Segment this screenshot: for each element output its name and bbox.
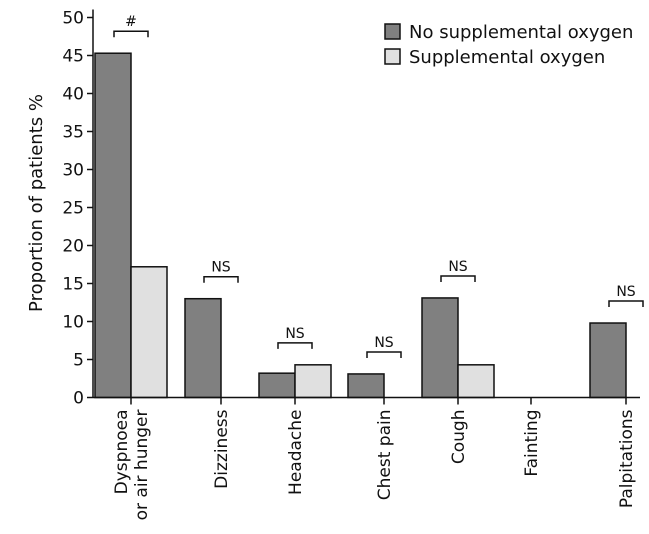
legend-label: Supplemental oxygen [409, 47, 605, 68]
bar-no-oxygen-4 [421, 297, 459, 399]
x-tick-label: or air hunger [132, 409, 152, 520]
bar-oxygen-4 [457, 364, 495, 399]
bar-oxygen-0 [130, 266, 168, 399]
x-tick-label: Dyspnoea [112, 410, 132, 495]
bar-oxygen-2 [294, 364, 332, 399]
y-tick-label: 15 [62, 275, 84, 295]
significance-label: NS [374, 335, 393, 351]
y-tick-label: 10 [62, 313, 84, 333]
x-tick-label: Palpitations [617, 409, 637, 508]
significance-label: NS [211, 260, 230, 276]
bars-layer [94, 52, 627, 399]
legend: No supplemental oxygen Supplemental oxyge… [384, 22, 633, 68]
x-tick-label: Cough [449, 410, 469, 465]
legend-swatch [384, 48, 401, 65]
significance-label: # [125, 14, 137, 30]
bar-no-oxygen-2 [258, 372, 296, 399]
x-tick-label: Chest pain [375, 410, 395, 501]
significance-bracket [608, 300, 644, 308]
bar-no-oxygen-6 [589, 322, 627, 399]
y-tick-label: 25 [62, 199, 84, 219]
y-tick-label: 45 [62, 47, 84, 67]
y-tick-label: 20 [62, 237, 84, 257]
significance-bracket [366, 351, 402, 358]
y-tick-label: 40 [62, 85, 84, 105]
y-tick-label: 35 [62, 123, 84, 143]
y-tick-label: 5 [73, 351, 84, 371]
significance-bracket [113, 30, 149, 38]
legend-swatch [384, 23, 401, 40]
y-tick-label: 0 [73, 389, 84, 409]
significance-bracket [277, 342, 313, 349]
y-axis-label: Proportion of patients % [26, 94, 47, 312]
x-tick-label: Fainting [522, 410, 542, 477]
x-tick-label: Dizziness [212, 409, 232, 488]
bar-no-oxygen-3 [347, 373, 385, 399]
y-tick-label: 50 [62, 9, 84, 29]
significance-label: NS [616, 284, 635, 300]
significance-label: NS [285, 326, 304, 342]
y-tick-label: 30 [62, 161, 84, 181]
significance-bracket [203, 275, 239, 283]
x-tick-label: Headache [286, 410, 306, 495]
bar-no-oxygen-0 [94, 52, 132, 399]
axes-layer: 0 5 10 15 20 25 30 35 40 45 50 Dyspnoea or air hunge… [62, 9, 640, 520]
legend-label: No supplemental oxygen [409, 22, 633, 43]
significance-bracket [440, 275, 476, 282]
bar-no-oxygen-1 [184, 297, 222, 399]
significance-layer: # NS NS NS NS NS [113, 14, 644, 358]
significance-label: NS [448, 259, 467, 275]
